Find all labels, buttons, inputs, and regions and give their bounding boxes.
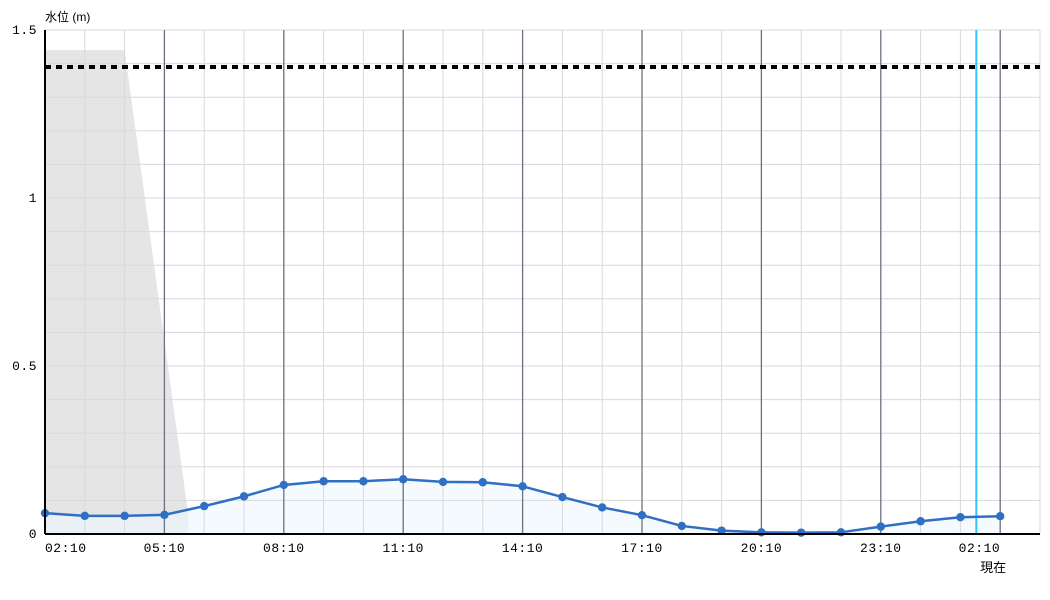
x-tick-label: 23:10 xyxy=(860,541,902,556)
data-point xyxy=(837,528,845,536)
x-tick-label: 20:10 xyxy=(741,541,783,556)
data-point xyxy=(120,512,128,520)
data-point xyxy=(797,528,805,536)
data-point xyxy=(996,512,1004,520)
y-tick-label: 1.5 xyxy=(12,23,37,38)
now-label: 現在 xyxy=(980,560,1006,575)
data-point xyxy=(518,482,526,490)
data-point xyxy=(916,517,924,525)
x-tick-label: 02:10 xyxy=(45,541,87,556)
y-tick-label: 1 xyxy=(29,191,37,206)
data-point xyxy=(399,475,407,483)
chart-svg: 0 0.5 1 1.5 02:10 05:10 08:10 11:10 14:10 17:10 20… xyxy=(0,0,1050,600)
data-point xyxy=(280,481,288,489)
y-tick-label: 0.5 xyxy=(12,359,37,374)
data-point xyxy=(160,511,168,519)
x-tick-label: 05:10 xyxy=(144,541,186,556)
x-tick-label: 14:10 xyxy=(502,541,544,556)
data-point xyxy=(200,502,208,510)
data-point xyxy=(81,512,89,520)
data-point xyxy=(439,478,447,486)
data-point xyxy=(638,511,646,519)
x-tick-label: 17:10 xyxy=(621,541,663,556)
x-tick-label: 11:10 xyxy=(382,541,424,556)
data-point xyxy=(319,477,327,485)
y-tick-label: 0 xyxy=(29,527,37,542)
y-axis-title: 水位 (m) xyxy=(45,8,90,25)
data-point xyxy=(240,492,248,500)
data-point xyxy=(479,478,487,486)
data-point xyxy=(877,522,885,530)
data-point xyxy=(558,493,566,501)
water-level-chart: 0 0.5 1 1.5 02:10 05:10 08:10 11:10 14:10 17:10 20… xyxy=(0,0,1050,600)
x-tick-label: 08:10 xyxy=(263,541,305,556)
data-point xyxy=(678,522,686,530)
data-point xyxy=(956,513,964,521)
data-point xyxy=(757,528,765,536)
data-point xyxy=(359,477,367,485)
x-tick-label: 02:10 xyxy=(959,541,1001,556)
data-point xyxy=(598,503,606,511)
